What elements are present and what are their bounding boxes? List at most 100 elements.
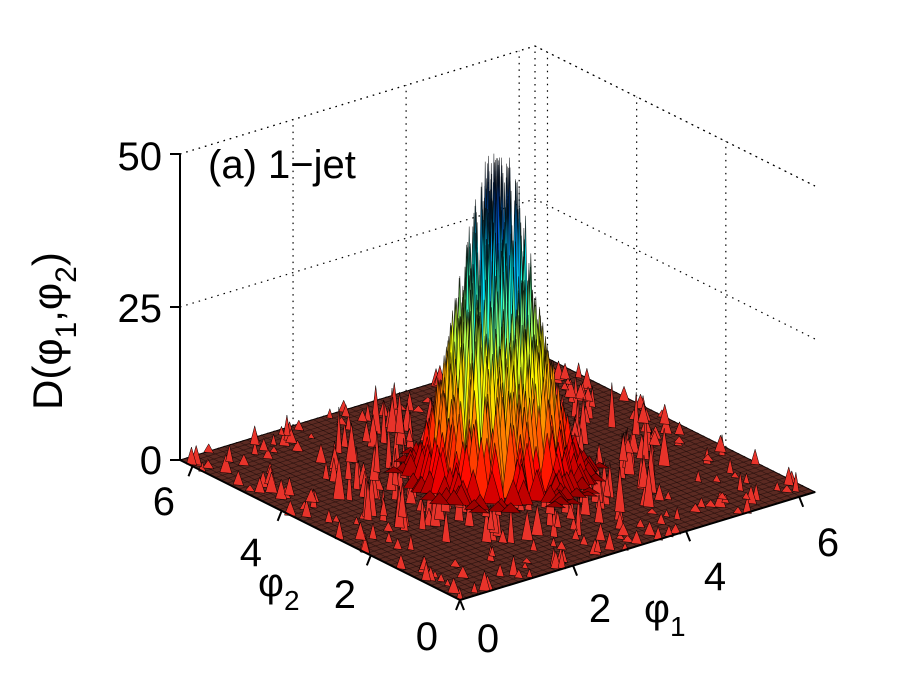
noise-spike (704, 499, 717, 508)
noise-spike (249, 425, 260, 446)
noise-spike (783, 465, 795, 486)
noise-spike (203, 443, 215, 454)
noise-spike (202, 459, 215, 470)
noise-spike (291, 439, 304, 453)
noise-spike (556, 540, 567, 551)
noise-spike (595, 521, 606, 542)
noise-spike (637, 401, 650, 424)
x-axis-line (459, 491, 816, 601)
noise-spike (674, 421, 685, 436)
noise-spike (621, 534, 634, 543)
noise-spike (656, 512, 666, 525)
x-tick-mark (459, 599, 465, 611)
noise-spike (345, 412, 352, 431)
y-tick-mark (455, 599, 461, 611)
noise-spike (326, 407, 334, 420)
x-tick-mark (572, 565, 578, 576)
noise-spike (488, 545, 497, 558)
noise-spike (571, 527, 580, 541)
noise-spike (456, 565, 470, 579)
y-tick-label: 4 (240, 531, 262, 575)
peak-spike (566, 487, 588, 498)
noise-spike (792, 472, 800, 493)
noise-spike (615, 532, 626, 540)
noise-spike (344, 450, 353, 481)
noise-spike (508, 555, 519, 577)
y-tick-label: 0 (416, 615, 438, 659)
noise-spike (329, 457, 339, 483)
noise-spike (521, 510, 534, 541)
noise-spike (716, 491, 728, 500)
noise-spike (269, 445, 279, 454)
surface-peak (383, 153, 610, 514)
noise-spike (714, 434, 727, 453)
noise-spike (663, 508, 671, 518)
noise-spike (379, 497, 388, 517)
noise-spike (638, 454, 650, 489)
noise-spike (361, 421, 371, 443)
noise-spike (507, 503, 515, 544)
noise-spike (618, 433, 628, 462)
noise-spike (219, 453, 233, 474)
noise-spike (526, 567, 533, 579)
y-tick-mark (276, 510, 283, 522)
noise-spike (603, 473, 612, 498)
peak-spike (482, 469, 502, 505)
noise-spike (284, 476, 295, 497)
noise-spike (575, 362, 583, 379)
noise-spike (395, 553, 407, 570)
noise-spike (495, 562, 505, 578)
floor-mesh-line (534, 351, 816, 493)
noise-spike (648, 429, 662, 447)
noise-spike (315, 442, 327, 464)
noise-spike (345, 422, 358, 463)
noise-spike (712, 474, 722, 483)
noise-spike (293, 419, 305, 432)
noise-spike (658, 428, 671, 467)
noise-spike (689, 502, 702, 513)
noise-spike (421, 561, 432, 582)
y-axis-line (179, 459, 461, 601)
noise-spike (643, 520, 656, 537)
grid-line (179, 45, 816, 187)
noise-spike (581, 368, 593, 390)
x-axis-label: φ1 (644, 587, 686, 642)
noise-spike (353, 446, 361, 491)
noise-spike (383, 521, 394, 533)
x-tick-label: 2 (589, 587, 611, 631)
noise-spike (574, 382, 587, 400)
noise-spike (593, 537, 602, 553)
noise-spike (659, 404, 671, 425)
noise-spike (701, 453, 715, 462)
noise-spike (380, 400, 388, 445)
noise-spike (732, 506, 744, 515)
noise-spike (565, 502, 576, 520)
noise-spike (332, 457, 346, 501)
noise-spike (641, 414, 650, 461)
noise-spike (531, 504, 544, 537)
axes (170, 153, 816, 611)
noise-spike (251, 441, 259, 456)
noise-spike (357, 409, 368, 423)
y-axis-label: φ2 (258, 561, 300, 616)
noise-spike (694, 469, 702, 483)
y-tick-label: 2 (334, 573, 356, 617)
y-tick-mark (187, 465, 194, 477)
noise-spike (607, 382, 616, 429)
noise-spike (363, 479, 373, 521)
noise-spike (478, 569, 491, 592)
noise-spike (664, 490, 673, 501)
noise-spike (730, 471, 740, 479)
noise-spike (673, 506, 681, 521)
noise-spike (270, 432, 277, 446)
z-tick-label: 25 (118, 287, 163, 331)
noise-spike (386, 397, 399, 434)
noise-spike (521, 561, 529, 570)
noise-spike (394, 392, 405, 434)
peak-spike (468, 504, 490, 514)
noise-spike (238, 453, 250, 467)
noise-spike (554, 510, 562, 529)
peak-spike (500, 502, 522, 514)
noise-spike (332, 514, 341, 523)
x-tick-mark (798, 496, 805, 508)
